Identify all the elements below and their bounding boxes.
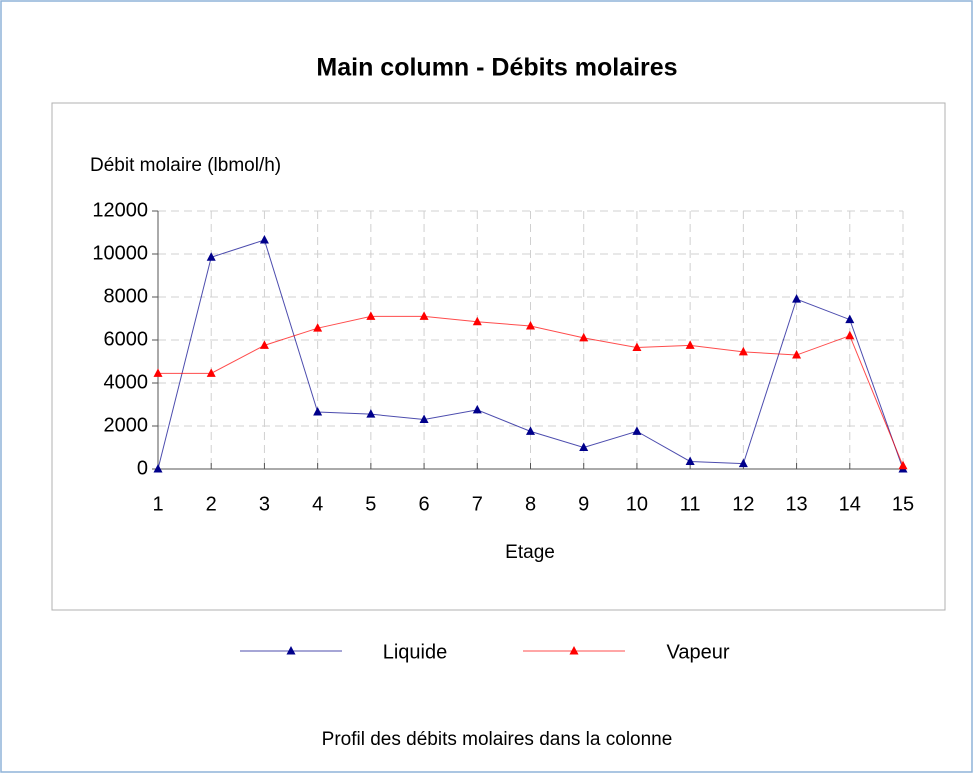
point-marker (313, 323, 323, 332)
x-tick-label: 15 (892, 493, 914, 515)
x-tick-label: 13 (785, 493, 807, 515)
point-marker (685, 456, 695, 465)
point-marker (259, 235, 269, 244)
point-marker (206, 368, 216, 377)
point-marker (419, 414, 429, 424)
point-marker (579, 332, 589, 342)
point-marker (845, 330, 855, 340)
point-marker (526, 321, 535, 330)
x-tick-label: 10 (626, 493, 648, 515)
point-marker (738, 458, 748, 468)
x-tick-label: 5 (365, 493, 376, 515)
x-tick-label: 3 (259, 493, 270, 515)
point-marker (472, 316, 482, 326)
point-marker (898, 460, 908, 470)
point-marker (259, 340, 269, 349)
y-tick-label: 8000 (104, 285, 149, 307)
point-marker (632, 426, 642, 435)
y-axis-label: Débit molaire (lbmol/h) (90, 155, 281, 176)
x-axis-label: Etage (505, 542, 555, 563)
point-marker (153, 368, 163, 377)
point-marker (313, 407, 323, 416)
chart-title: Main column - Débits molaires (316, 54, 677, 82)
point-marker (366, 409, 376, 418)
point-marker (472, 404, 482, 414)
legend-label: Liquide (383, 641, 448, 663)
point-marker (792, 350, 802, 359)
legend-marker (569, 646, 579, 655)
point-marker (632, 342, 642, 352)
legend-marker (286, 646, 296, 655)
legend-label: Vapeur (666, 641, 729, 663)
point-marker (685, 340, 695, 349)
point-marker (526, 426, 535, 435)
point-marker (419, 311, 429, 320)
point-marker (153, 464, 163, 473)
point-marker (206, 252, 216, 261)
point-marker (579, 442, 589, 451)
point-marker (738, 346, 748, 356)
point-marker (845, 314, 855, 324)
y-tick-label: 0 (137, 457, 148, 479)
x-tick-label: 4 (312, 493, 323, 515)
y-tick-label: 12000 (92, 199, 148, 221)
point-marker (792, 294, 802, 303)
y-tick-label: 10000 (92, 242, 148, 264)
x-tick-label: 8 (525, 493, 536, 515)
y-tick-label: 2000 (104, 414, 149, 436)
x-tick-label: 2 (206, 493, 217, 515)
x-tick-label: 14 (839, 493, 861, 515)
caption: Profil des débits molaires dans la colon… (322, 729, 673, 750)
x-tick-label: 11 (680, 493, 701, 515)
x-tick-label: 9 (578, 493, 589, 515)
y-tick-label: 6000 (104, 328, 149, 350)
x-tick-label: 7 (472, 493, 483, 515)
x-tick-label: 6 (419, 493, 430, 515)
point-marker (366, 311, 376, 320)
x-tick-label: 12 (732, 493, 754, 515)
y-tick-label: 4000 (104, 371, 149, 393)
x-tick-label: 1 (152, 493, 163, 515)
